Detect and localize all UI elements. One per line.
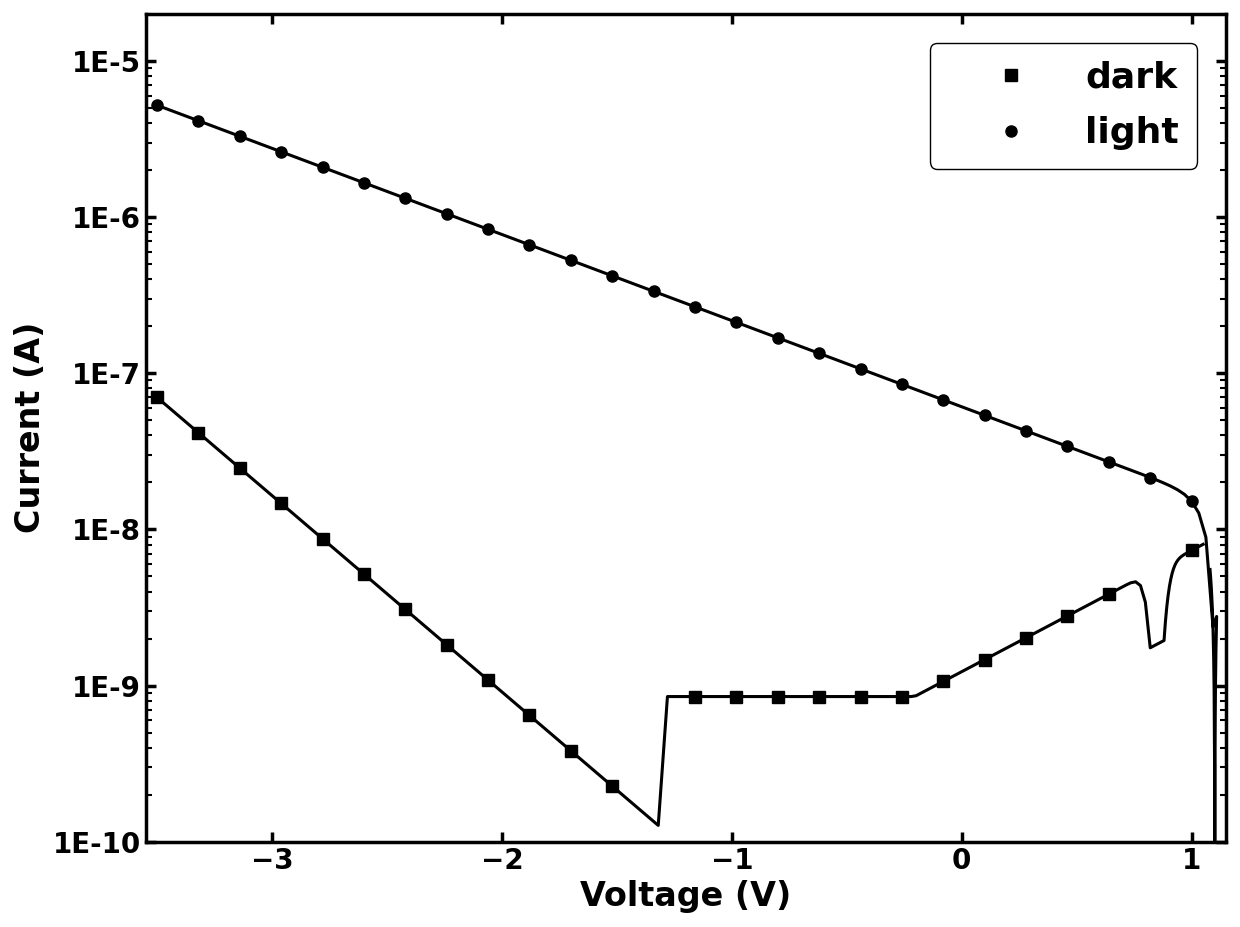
- dark: [1018, 632, 1033, 643]
- light: [770, 332, 785, 343]
- light: [1184, 496, 1199, 507]
- light: [522, 239, 537, 250]
- light: [1018, 425, 1033, 437]
- light: [729, 317, 744, 328]
- light: [191, 115, 206, 126]
- dark: [605, 781, 620, 792]
- dark: [481, 675, 496, 686]
- light: [315, 161, 330, 172]
- dark: [439, 640, 454, 651]
- dark: [398, 603, 413, 615]
- dark: [191, 427, 206, 438]
- dark: [729, 691, 744, 702]
- dark: [522, 710, 537, 721]
- light: [853, 363, 868, 375]
- light: [232, 131, 247, 142]
- dark: [936, 676, 951, 687]
- Legend: dark, light: dark, light: [930, 43, 1198, 169]
- dark: [894, 691, 909, 702]
- dark: [688, 691, 703, 702]
- dark: [150, 392, 165, 403]
- dark: [274, 498, 289, 509]
- light: [398, 193, 413, 204]
- light: [688, 301, 703, 312]
- light: [646, 286, 661, 297]
- light: [357, 177, 372, 188]
- Line: dark: dark: [151, 392, 1197, 792]
- dark: [812, 691, 827, 702]
- dark: [232, 463, 247, 474]
- light: [274, 146, 289, 158]
- light: [1060, 440, 1075, 451]
- light: [1101, 456, 1116, 467]
- light: [605, 271, 620, 282]
- light: [563, 255, 578, 266]
- light: [812, 348, 827, 359]
- Line: light: light: [151, 100, 1197, 507]
- dark: [1101, 589, 1116, 600]
- dark: [357, 568, 372, 579]
- X-axis label: Voltage (V): Voltage (V): [580, 880, 791, 913]
- dark: [770, 691, 785, 702]
- dark: [315, 533, 330, 544]
- light: [439, 209, 454, 220]
- dark: [853, 691, 868, 702]
- light: [150, 100, 165, 111]
- light: [481, 223, 496, 235]
- dark: [1060, 610, 1075, 621]
- light: [894, 379, 909, 390]
- dark: [1184, 545, 1199, 556]
- dark: [563, 745, 578, 756]
- Y-axis label: Current (A): Current (A): [14, 322, 47, 533]
- dark: [977, 654, 992, 665]
- light: [1143, 472, 1158, 483]
- light: [977, 410, 992, 421]
- light: [936, 394, 951, 405]
